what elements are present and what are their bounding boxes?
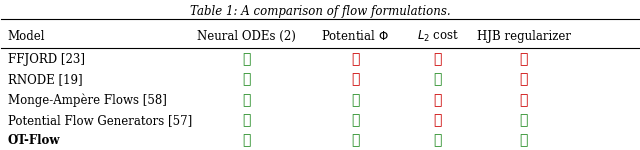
Text: Monge-Ampère Flows [58]: Monge-Ampère Flows [58] — [8, 93, 166, 107]
Text: ✗: ✗ — [520, 73, 528, 87]
Text: HJB regularizer: HJB regularizer — [477, 30, 571, 43]
Text: Model: Model — [8, 30, 45, 43]
Text: ✓: ✓ — [243, 52, 251, 66]
Text: ✓: ✓ — [520, 113, 528, 127]
Text: ✓: ✓ — [434, 73, 442, 87]
Text: OT-Flow: OT-Flow — [8, 134, 60, 147]
Text: RNODE [19]: RNODE [19] — [8, 73, 83, 86]
Text: FFJORD [23]: FFJORD [23] — [8, 53, 84, 66]
Text: ✗: ✗ — [434, 93, 442, 107]
Text: Neural ODEs (2): Neural ODEs (2) — [197, 30, 296, 43]
Text: ✗: ✗ — [434, 52, 442, 66]
Text: Potential $\Phi$: Potential $\Phi$ — [321, 29, 389, 43]
Text: Table 1: A comparison of flow formulations.: Table 1: A comparison of flow formulatio… — [189, 5, 451, 18]
Text: $L_2$ cost: $L_2$ cost — [417, 29, 459, 44]
Text: ✗: ✗ — [520, 52, 528, 66]
Text: ✓: ✓ — [243, 73, 251, 87]
Text: Potential Flow Generators [57]: Potential Flow Generators [57] — [8, 114, 192, 127]
Text: ✓: ✓ — [351, 134, 359, 147]
Text: ✗: ✗ — [351, 52, 359, 66]
Text: ✓: ✓ — [351, 93, 359, 107]
Text: ✗: ✗ — [520, 93, 528, 107]
Text: ✗: ✗ — [434, 113, 442, 127]
Text: ✓: ✓ — [434, 134, 442, 147]
Text: ✓: ✓ — [520, 134, 528, 147]
Text: ✓: ✓ — [243, 134, 251, 147]
Text: ✓: ✓ — [243, 93, 251, 107]
Text: ✓: ✓ — [351, 113, 359, 127]
Text: ✓: ✓ — [243, 113, 251, 127]
Text: ✗: ✗ — [351, 73, 359, 87]
